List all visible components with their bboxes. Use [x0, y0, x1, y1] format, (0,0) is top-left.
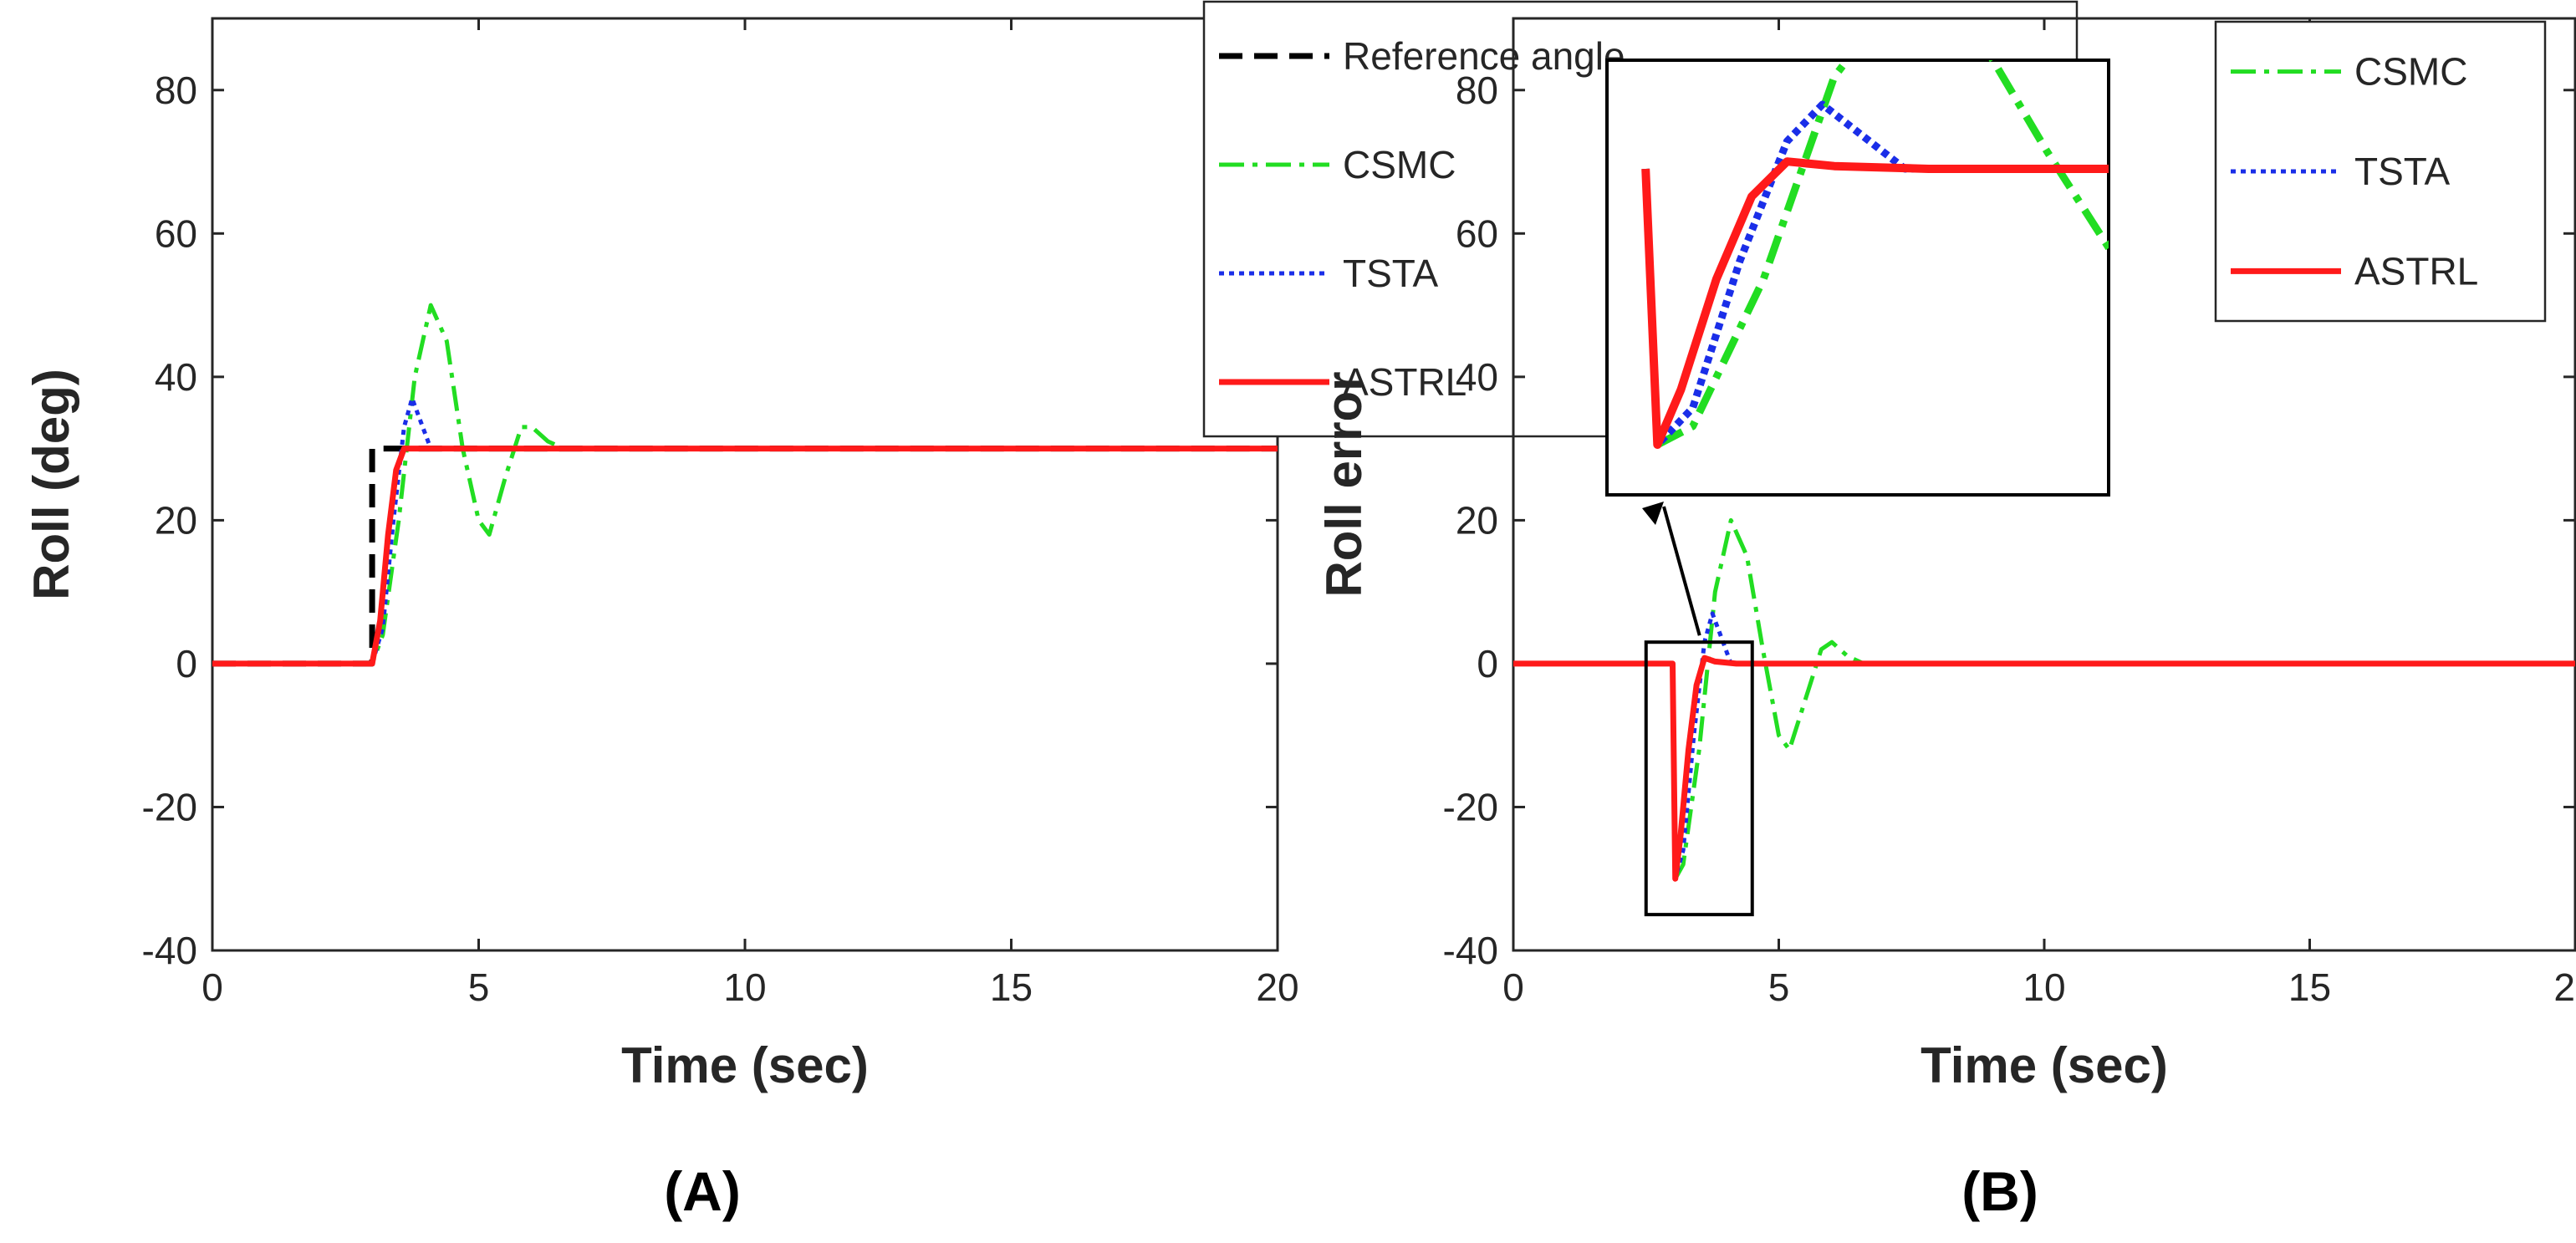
y-tick-label: 20 [155, 498, 197, 542]
legend-label-tsta: TSTA [2354, 150, 2450, 193]
legend-label-csmc: CSMC [2354, 50, 2467, 94]
series-line-astrl [1513, 655, 2575, 882]
legend-label-csmc: CSMC [1343, 143, 1456, 186]
x-tick-label: 0 [201, 965, 223, 1009]
inset-line-astrl [1641, 157, 2109, 449]
x-tick-label: 5 [1768, 965, 1790, 1009]
legend-label-reference-angle: Reference angle [1343, 34, 1625, 78]
x-tick-label: 10 [2023, 965, 2065, 1009]
y-tick-label: -40 [142, 929, 197, 972]
zoom-arrow-head [1642, 502, 1664, 525]
y-axis-label: Roll error [1316, 371, 1372, 597]
x-tick-label: 15 [990, 965, 1033, 1009]
y-tick-label: -40 [1443, 929, 1498, 972]
y-tick-label: 0 [176, 642, 197, 685]
inset-line-csmc [1641, 60, 2109, 449]
zoom-region-box [1644, 640, 1754, 917]
plot-b-roll-error: 0 5 10 15 20 -40 -20 0 20 40 60 80 Time (sec) Roll er… [1316, 17, 2576, 1093]
legend-label-astrl: ASTRL [1343, 360, 1467, 404]
x-tick-label: 5 [468, 965, 490, 1009]
x-tick-label: 10 [723, 965, 766, 1009]
x-tick-label: 15 [2288, 965, 2331, 1009]
y-tick-label: 40 [155, 355, 197, 399]
y-tick-label: 40 [1456, 355, 1498, 399]
y-tick-label: -20 [1443, 785, 1498, 828]
zoom-arrow [1662, 506, 1701, 636]
y-tick-label: 80 [1456, 69, 1498, 112]
panel-label-b: (B) [1961, 1160, 2038, 1222]
series-line-csmc [1513, 517, 2575, 881]
legend-label-astrl: ASTRL [2354, 249, 2478, 293]
inset-zoom [1605, 59, 2110, 636]
x-tick-label: 20 [2553, 965, 2576, 1009]
x-tick-label: 20 [1256, 965, 1298, 1009]
y-tick-label: -20 [142, 785, 197, 828]
y-tick-label: 60 [1456, 211, 1498, 255]
panel-label-a: (A) [664, 1160, 741, 1222]
x-axis-label: Time (sec) [621, 1037, 869, 1093]
y-tick-label: 20 [1456, 498, 1498, 542]
series-line-csmc [212, 303, 585, 666]
x-axis-label: Time (sec) [1921, 1037, 2168, 1093]
series-line-reference-angle [212, 446, 1278, 667]
x-tick-label: 0 [1502, 965, 1524, 1009]
legend: CSMC TSTA ASTRL [2214, 20, 2547, 323]
y-tick-label: 60 [155, 211, 197, 255]
legend-label-tsta: TSTA [1343, 252, 1438, 295]
y-tick-label: 80 [155, 69, 197, 112]
series-line-astrl [212, 446, 1278, 667]
y-tick-label: 0 [1477, 642, 1498, 685]
y-axis-label: Roll (deg) [23, 369, 79, 600]
